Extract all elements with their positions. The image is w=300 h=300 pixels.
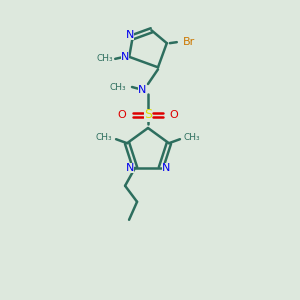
Text: N: N [125,30,134,40]
Text: N: N [121,52,129,62]
Text: CH₃: CH₃ [96,133,112,142]
Text: O: O [169,110,178,120]
Text: CH₃: CH₃ [97,54,113,63]
Text: O: O [118,110,126,120]
Text: S: S [144,109,152,122]
Text: N: N [162,163,170,173]
Text: N: N [126,163,134,173]
Text: CH₃: CH₃ [110,82,126,91]
Text: Br: Br [183,37,195,47]
Text: CH₃: CH₃ [184,133,200,142]
Text: N: N [138,85,146,95]
